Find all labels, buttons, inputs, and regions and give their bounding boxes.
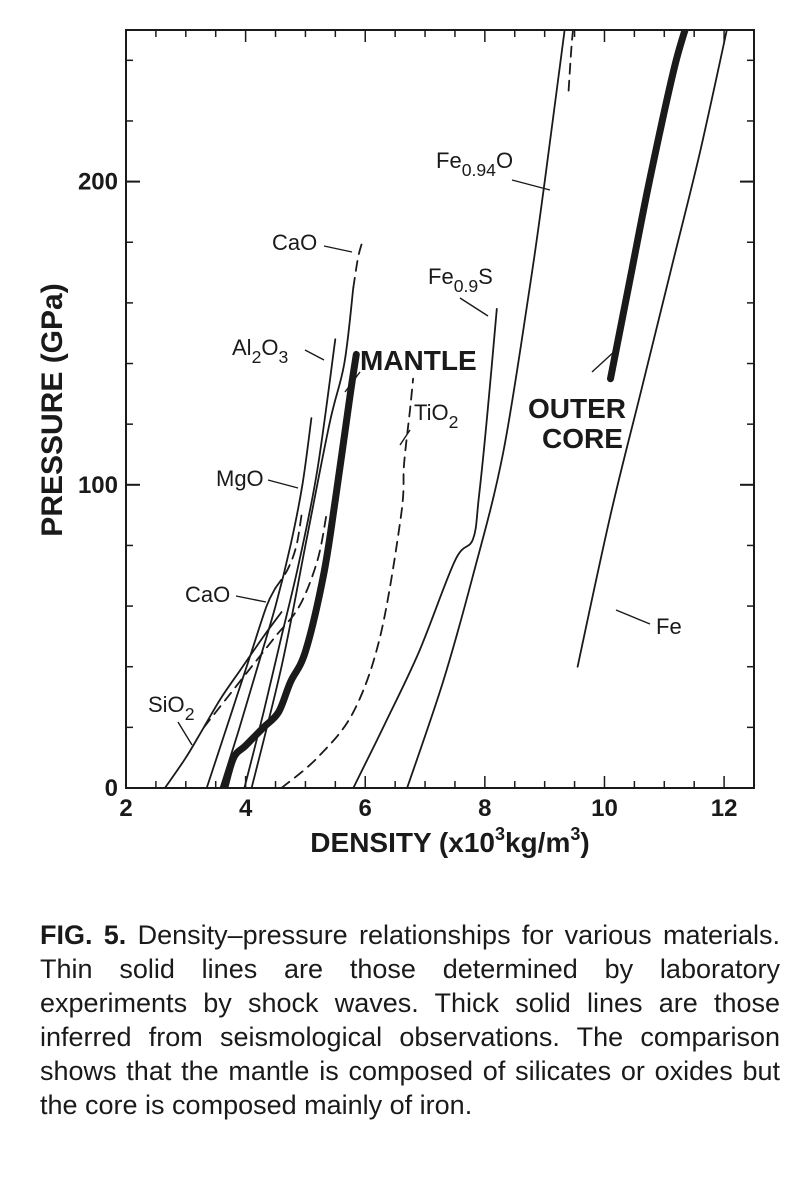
series-layer [164, 30, 728, 788]
label-leader-mgo [267, 479, 299, 489]
series-line-outer-core [607, 30, 689, 383]
series-label-part: 2 [449, 412, 459, 432]
x-axis-label: DENSITY (x103kg/m3) [310, 824, 589, 858]
series-label-sio2: SiO2 [148, 692, 194, 724]
series-line-al2o3 [243, 338, 337, 788]
x-axis-label-end: ) [580, 827, 589, 858]
series-line-fe0-94o-upper-dashed [567, 30, 574, 92]
tick-layer: 2 4 6 8 10 12 0 100 200 [78, 30, 755, 822]
label-leader-tio2 [399, 429, 411, 446]
x-tick-label: 12 [711, 795, 738, 822]
x-tick-label: 6 [359, 795, 372, 822]
series-label-cao: CaO [185, 582, 230, 607]
x-tick-label: 4 [239, 795, 253, 822]
series-line-cao-upper-dashed [352, 241, 364, 289]
series-label-outer-core-line-1: OUTER [528, 393, 626, 424]
series-line-cao-upper [250, 286, 355, 788]
label-leader-sio2 [177, 721, 193, 746]
label-leader-mantle [344, 371, 361, 393]
label-leader-fe [615, 609, 651, 625]
series-label-part: 0.9 [454, 276, 478, 296]
series-label-fe: Fe [656, 614, 682, 639]
series-label-part: Fe [428, 264, 454, 289]
plot-frame [125, 29, 755, 789]
series-line-fe0-94o [406, 30, 566, 788]
series-label-part: MgO [216, 466, 264, 491]
series-label-part: S [478, 264, 493, 289]
series-label-part: CaO [272, 230, 317, 255]
x-tick-label: 8 [478, 795, 491, 822]
x-tick-label: 10 [591, 795, 618, 822]
series-label-part: 3 [278, 347, 288, 367]
series-label-part: 2 [252, 347, 262, 367]
series-labels: SiO2CaOMgOAl2O3CaOMANTLETiO2Fe0.9SFe0.94… [148, 148, 682, 746]
x-axis-label-mid: kg/m [505, 827, 570, 858]
series-label-part: O [496, 148, 513, 173]
series-label-part: Al [232, 335, 252, 360]
series-line-fe0-9s [352, 308, 498, 788]
x-axis-label-sup2: 3 [570, 824, 580, 844]
series-label-fe0-94o: Fe0.94O [436, 148, 513, 180]
y-tick-label: 100 [78, 472, 118, 499]
series-label-fe0-9s: Fe0.9S [428, 264, 493, 296]
series-label-part: CaO [185, 582, 230, 607]
label-leader-al2o3 [304, 349, 325, 361]
series-label-part: TiO [414, 400, 449, 425]
series-line-cao [205, 587, 277, 788]
series-label-mantle: MANTLE [360, 345, 477, 376]
series-label-part: O [261, 335, 278, 360]
x-axis-label-main: DENSITY (x10 [310, 827, 495, 858]
series-label-part: MANTLE [360, 345, 477, 376]
series-line-cao-high-pressure [274, 508, 304, 589]
series-label-cao-upper: CaO [272, 230, 317, 255]
series-label-part: Fe [436, 148, 462, 173]
series-label-al2o3: Al2O3 [232, 335, 288, 367]
caption-text: Density–pressure relationships for vario… [40, 920, 780, 1120]
series-line-sio2 [164, 611, 283, 788]
y-axis-label: PRESSURE (GPa) [36, 283, 69, 536]
series-label-part: 2 [185, 704, 195, 724]
series-line-sio2-high-pressure [202, 514, 328, 729]
x-axis-label-sup1: 3 [495, 824, 505, 844]
series-label-tio2: TiO2 [414, 400, 458, 432]
y-tick-label: 200 [78, 169, 118, 196]
y-tick-label: 0 [105, 775, 118, 802]
series-line-tio2 [280, 377, 414, 788]
series-line-fe [576, 30, 728, 668]
label-leader-fe0-94o [511, 179, 551, 191]
series-line-mantle [221, 350, 360, 788]
chart-figure: 2 4 6 8 10 12 0 100 200 SiO2 CaO MgO Al2O3 CaO MANTLE… [36, 29, 755, 858]
figure-caption: FIG. 5. Density–pressure relationships f… [40, 918, 780, 1122]
label-leader-outer-core [591, 349, 617, 373]
label-leader-cao [235, 595, 267, 603]
figure-label: FIG. 5. [40, 920, 127, 950]
series-line-mgo [219, 417, 313, 788]
label-leader-fe0-9s [459, 297, 489, 317]
label-leader-cao-upper [323, 245, 353, 253]
series-label-mgo: MgO [216, 466, 264, 491]
x-tick-label: 2 [119, 795, 132, 822]
series-label-part: SiO [148, 692, 185, 717]
series-label-part: Fe [656, 614, 682, 639]
series-label-part: 0.94 [462, 160, 496, 180]
series-label-outer-core-line-2: CORE [542, 423, 623, 454]
